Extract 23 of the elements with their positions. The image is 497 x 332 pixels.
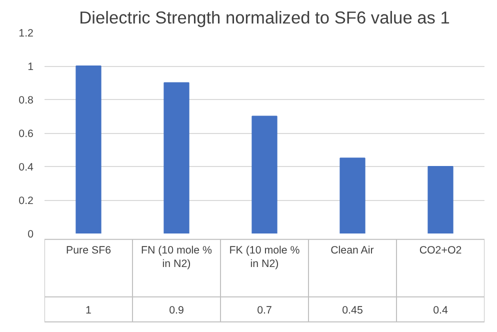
data-label: 0.9: [169, 304, 184, 316]
data-label: 0.7: [257, 304, 272, 316]
x-tick-label: Clean Air: [330, 244, 374, 256]
y-tick-label: 0.4: [18, 162, 34, 174]
y-tick-label: 1.2: [18, 28, 34, 40]
y-tick-label: 0.6: [18, 128, 34, 140]
x-tick-label: CO2+O2: [419, 244, 462, 256]
bar: [164, 82, 190, 234]
bar: [252, 116, 278, 234]
y-tick-label: 0.8: [18, 94, 34, 106]
y-tick-label: 0: [28, 228, 34, 240]
bar: [76, 66, 102, 234]
y-tick-label: 0.2: [18, 195, 34, 207]
x-tick-label: FN (10 mole % in N2): [140, 244, 213, 270]
x-tick-label: FK (10 mole % in N2): [229, 244, 300, 270]
bar: [340, 158, 366, 234]
x-tick-label: Pure SF6: [66, 244, 112, 256]
bar: [428, 166, 454, 234]
data-label: 0.45: [342, 304, 363, 316]
y-tick-label: 1: [28, 61, 34, 73]
chart-title: Dielectric Strength normalized to SF6 value as 1: [79, 8, 450, 28]
data-label: 1: [86, 304, 92, 316]
data-label: 0.4: [433, 304, 448, 316]
